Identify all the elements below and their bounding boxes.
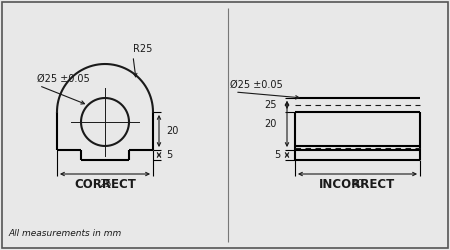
FancyBboxPatch shape [2,2,448,248]
Text: CORRECT: CORRECT [74,178,136,191]
Text: 25: 25 [99,179,111,189]
Text: 20: 20 [166,126,178,136]
Text: Ø25 ±0.05: Ø25 ±0.05 [230,80,283,90]
Text: Ø25 ±0.05: Ø25 ±0.05 [37,74,90,84]
Text: 25: 25 [265,100,277,110]
Text: 20: 20 [265,119,277,129]
Text: All measurements in mm: All measurements in mm [8,229,121,238]
Text: INCORRECT: INCORRECT [320,178,396,191]
Text: R25: R25 [133,44,153,54]
Text: 5: 5 [166,150,172,160]
Text: 5: 5 [274,150,280,160]
Text: 40: 40 [351,179,364,189]
